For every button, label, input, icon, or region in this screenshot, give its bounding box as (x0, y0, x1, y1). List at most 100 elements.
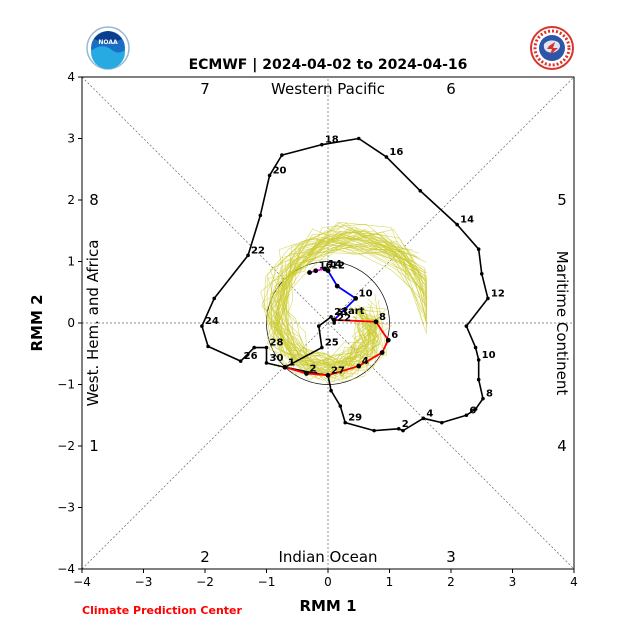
phase-label-8: 8 (89, 191, 99, 209)
observed-point (320, 142, 324, 147)
day-label: 8 (486, 389, 493, 400)
x-tick-label: 2 (447, 575, 455, 589)
observed-point (481, 396, 485, 401)
forecast-point (282, 364, 288, 370)
day-label: 14 (460, 215, 474, 226)
observed-point (338, 404, 343, 408)
day-label: 12 (331, 261, 345, 272)
ensemble-member-line (275, 230, 427, 377)
phase-label-4: 4 (557, 437, 567, 455)
x-tick-label: 3 (509, 575, 517, 589)
y-axis-label: RMM 2 (28, 294, 46, 351)
region-label-left: West. Hem. and Africa (84, 240, 102, 407)
observed-point (384, 155, 389, 159)
y-tick-label: 3 (67, 132, 75, 146)
national-weather-service-logo-icon (530, 26, 574, 70)
unit-circle (266, 261, 390, 385)
ensemble-member-line (273, 248, 427, 376)
observed-point (479, 272, 484, 276)
ensemble-member-line (278, 221, 407, 375)
phase-label-7: 7 (200, 80, 210, 98)
chart-title: ECMWF | 2024-04-02 to 2024-04-16 (189, 57, 468, 73)
observed-point (320, 345, 324, 350)
noaa-logo-icon: NOAA (86, 26, 130, 70)
observed-point (212, 296, 217, 301)
region-label-bottom: Indian Ocean (278, 548, 377, 566)
y-tick-label: 4 (67, 70, 75, 84)
observed-point (476, 247, 481, 251)
observed-point (356, 136, 361, 141)
region-label-right: Maritime Continent (553, 251, 571, 396)
observed-point (280, 153, 284, 157)
day-label: 14 (328, 259, 342, 270)
ensemble-member-line (270, 230, 427, 381)
day-label: 26 (244, 351, 258, 362)
forecast-point (356, 363, 362, 369)
phase-label-3: 3 (446, 548, 456, 566)
observed-point (206, 344, 210, 349)
day-label: 27 (331, 365, 345, 376)
forecast-point (325, 372, 331, 378)
day-label: 16 (389, 147, 403, 158)
forecast-point (304, 371, 309, 376)
forecast-point (334, 283, 340, 289)
day-label: 22 (337, 313, 351, 324)
x-tick-label: 4 (570, 575, 578, 589)
observed-point (316, 324, 321, 328)
day-label: 1 (288, 357, 295, 368)
observed-point (421, 416, 426, 421)
x-tick-label: −2 (196, 575, 214, 589)
day-label: 24 (205, 316, 219, 327)
ensemble-members (260, 221, 427, 383)
day-label: 20 (273, 165, 287, 176)
y-tick-label: 1 (67, 255, 75, 269)
observed-point (264, 345, 269, 350)
observed-point (473, 407, 478, 411)
day-label: 4 (362, 356, 369, 367)
observed-point (267, 173, 272, 178)
phase-label-2: 2 (200, 548, 210, 566)
observed-point (476, 377, 481, 382)
observed-point (476, 358, 481, 362)
observed-point (486, 296, 490, 301)
observed-point (264, 361, 269, 365)
x-tick-label: 0 (324, 575, 332, 589)
ensemble-member-line (262, 237, 427, 363)
day-label: 10 (359, 288, 373, 299)
observed-point (252, 345, 256, 350)
observed-point (343, 420, 348, 425)
y-tick-label: 0 (67, 316, 75, 330)
day-label: 8 (379, 312, 386, 323)
forecast-line-week1 (284, 319, 390, 377)
forecast-point (331, 317, 337, 323)
ensemble-member-line (270, 236, 427, 378)
day-label: 29 (348, 413, 362, 424)
start-label: start (337, 306, 364, 317)
x-tick-label: −1 (258, 575, 276, 589)
day-label: 16 (319, 261, 333, 272)
phase-label-5: 5 (557, 191, 567, 209)
phase-label-1: 1 (89, 437, 99, 455)
plot-lines (200, 136, 490, 433)
forecast-point (322, 266, 328, 272)
observed-point (329, 315, 333, 319)
x-tick-label: 1 (386, 575, 394, 589)
day-label: 22 (251, 245, 265, 256)
ensemble-member-line (266, 225, 420, 381)
observed-point (372, 428, 376, 433)
forecast-point (373, 319, 379, 325)
x-tick-label: −4 (73, 575, 91, 589)
day-label: 30 (270, 353, 284, 364)
day-label: 6 (469, 405, 476, 416)
day-label: 18 (325, 135, 339, 146)
ensemble-member-line (278, 237, 427, 364)
observed-point (238, 359, 243, 363)
observed-point (473, 345, 478, 350)
region-label-top: Western Pacific (271, 80, 385, 98)
observed-point (418, 188, 423, 193)
day-label: 4 (426, 408, 433, 419)
day-label: 2 (309, 363, 316, 374)
day-label: 12 (491, 288, 505, 299)
